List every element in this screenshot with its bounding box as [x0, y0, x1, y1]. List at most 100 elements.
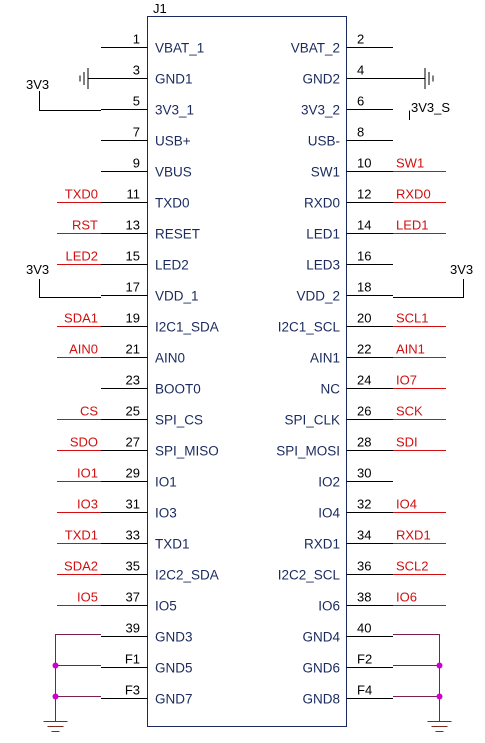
net-label-left: SDA1 [64, 311, 98, 326]
ground-symbol-icon [43, 721, 68, 732]
pin-number-left: 3 [133, 63, 140, 78]
power-label-3v3-mid-right: 3V3 [450, 262, 473, 277]
net-label-right: RXD0 [396, 187, 431, 202]
pin-name-right: SPI_CLK [284, 413, 340, 428]
pin-number-left: F1 [125, 652, 140, 667]
pin-number-right: 12 [357, 187, 371, 202]
pin-name-right: 3V3_2 [301, 103, 340, 118]
pin-number-right: 16 [357, 249, 371, 264]
pin-number-left: 21 [126, 342, 140, 357]
pin-name-right: GND6 [302, 661, 340, 676]
pin-name-left: LED2 [155, 258, 189, 273]
pin-name-left: TXD1 [155, 537, 190, 552]
net-label-right: SCK [396, 404, 423, 419]
net-label-left: TXD1 [65, 528, 98, 543]
pin-number-right: 40 [357, 621, 371, 636]
pin-name-left: VDD_1 [155, 289, 199, 304]
pin-name-left: I2C2_SDA [155, 568, 219, 583]
net-label-right: AIN1 [396, 342, 425, 357]
pin-number-left: 15 [126, 249, 140, 264]
power-wiring: 3V3 3V3_S 3V3 3V3 [26, 77, 473, 298]
pin-name-left: 3V3_1 [155, 103, 194, 118]
net-label-left: IO1 [77, 466, 98, 481]
pin-name-right: NC [321, 382, 341, 397]
pins-layer: 1 VBAT_1 2 VBAT_2 3 GND1 4 GND2 5 3V3_1 6 3V3_2 7 USB… [57, 32, 446, 707]
pin-number-right: F2 [357, 652, 372, 667]
pin-name-left: BOOT0 [155, 382, 201, 397]
pin-number-right: 22 [357, 342, 371, 357]
pin-name-left: GND5 [155, 661, 193, 676]
pin-name-right: VDD_2 [296, 289, 340, 304]
pin-name-left: I2C1_SDA [155, 320, 219, 335]
pin-number-left: 25 [126, 404, 140, 419]
pin-number-left: 27 [126, 435, 140, 450]
pin-number-left: 19 [126, 311, 140, 326]
pin-name-right: LED3 [306, 258, 340, 273]
pin-number-left: 35 [126, 559, 140, 574]
pin-number-left: F3 [125, 683, 140, 698]
pin-number-right: 32 [357, 497, 371, 512]
power-label-3v3-mid-left: 3V3 [26, 262, 49, 277]
pin-name-right: LED1 [306, 227, 340, 242]
ground-network [55, 634, 440, 721]
pin-number-right: 6 [357, 94, 364, 109]
net-label-left: LED2 [65, 249, 98, 264]
junction-dot-icon [52, 693, 59, 700]
net-label-right: IO4 [396, 497, 417, 512]
pin-number-left: 33 [126, 528, 140, 543]
pin-name-left: RESET [155, 227, 200, 242]
pin-number-right: 30 [357, 466, 371, 481]
pin-number-left: 31 [126, 497, 140, 512]
pin-number-left: 39 [126, 621, 140, 636]
pin-name-right: GND4 [302, 630, 340, 645]
pin-number-right: 26 [357, 404, 371, 419]
net-label-right: SW1 [396, 156, 424, 171]
ground-symbol-icon [393, 68, 434, 89]
power-label-3v3-s: 3V3_S [411, 100, 450, 115]
pin-name-right: RXD1 [304, 537, 340, 552]
pin-number-right: 10 [357, 156, 371, 171]
pin-number-left: 9 [133, 156, 140, 171]
net-label-right: IO7 [396, 373, 417, 388]
pin-number-left: 5 [133, 94, 140, 109]
net-label-left: TXD0 [65, 187, 98, 202]
net-label-right: RXD1 [396, 528, 431, 543]
pin-number-left: 23 [126, 373, 140, 388]
junction-dot-icon [52, 662, 59, 669]
pin-number-left: 13 [126, 218, 140, 233]
pin-number-right: 20 [357, 311, 371, 326]
pin-name-right: GND2 [302, 72, 340, 87]
pin-name-left: TXD0 [155, 196, 190, 211]
pin-name-right: I2C2_SCL [278, 568, 341, 583]
net-label-left: SDA2 [64, 559, 98, 574]
pin-number-right: 34 [357, 528, 371, 543]
pin-number-right: 14 [357, 218, 371, 233]
pin-number-right: 28 [357, 435, 371, 450]
pin-number-right: 24 [357, 373, 371, 388]
pin-number-left: 7 [133, 125, 140, 140]
pin-number-right: 2 [357, 32, 364, 47]
net-label-right: SCL1 [396, 311, 429, 326]
net-label-left: AIN0 [69, 342, 98, 357]
pin-name-left: IO3 [155, 506, 177, 521]
pin-name-left: IO1 [155, 475, 177, 490]
connector-body [147, 16, 347, 727]
net-label-left: CS [80, 404, 98, 419]
net-label-left: SDO [70, 435, 98, 450]
pin-number-right: 18 [357, 280, 371, 295]
net-label-right: SCL2 [396, 559, 429, 574]
pin-number-left: 11 [127, 187, 141, 202]
pin-number-left: 17 [126, 280, 140, 295]
pin-number-left: 37 [126, 590, 140, 605]
pin-name-right: GND8 [302, 692, 340, 707]
ground-symbol-icon [79, 68, 101, 89]
pin-name-right: IO2 [318, 475, 340, 490]
pin-number-right: F4 [357, 683, 372, 698]
pin-name-left: VBAT_1 [155, 41, 204, 56]
pin-name-right: I2C1_SCL [278, 320, 341, 335]
pin-name-left: SPI_CS [155, 413, 203, 428]
pin-name-right: IO6 [318, 599, 340, 614]
ground-symbol-icon [427, 721, 452, 732]
pin-name-left: GND7 [155, 692, 193, 707]
